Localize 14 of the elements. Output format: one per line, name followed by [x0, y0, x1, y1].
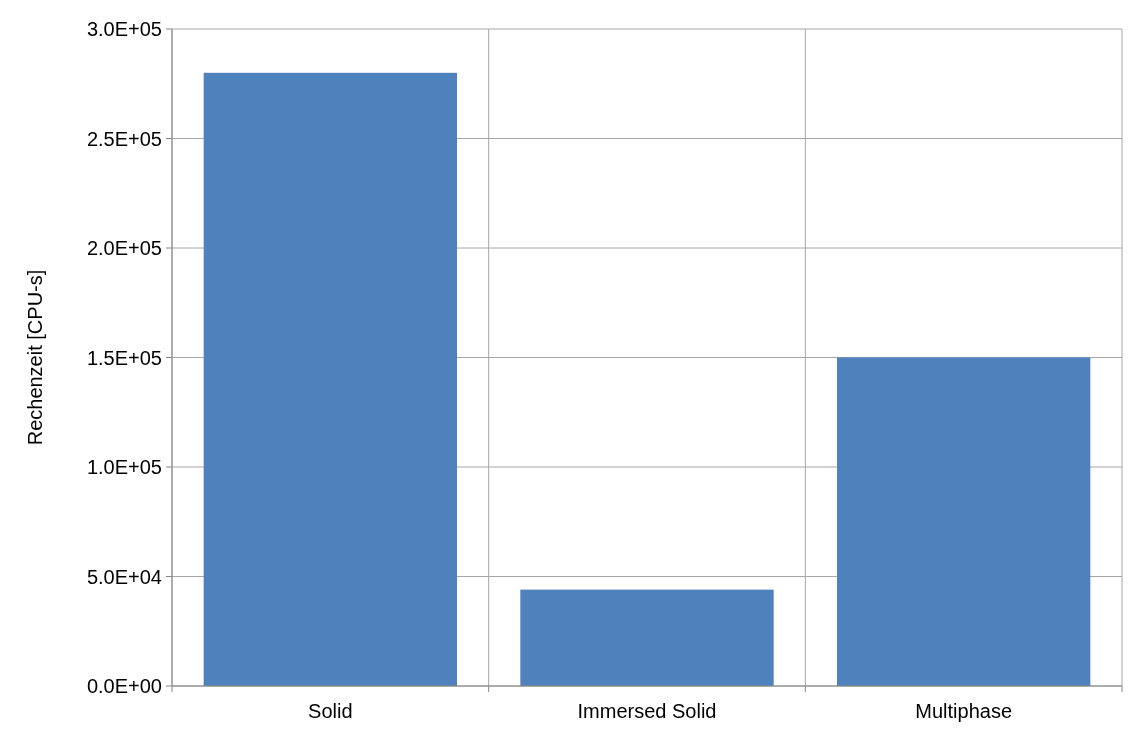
- y-tick-label: 0.0E+00: [86, 675, 162, 697]
- y-tick-label: 2.5E+05: [86, 127, 162, 150]
- bar: [203, 72, 457, 686]
- y-tick-label: 2.0E+05: [86, 237, 162, 259]
- y-tick-label: 5.0E+04: [86, 565, 162, 588]
- x-tick-label: Immersed Solid: [577, 700, 717, 722]
- bar: [837, 357, 1091, 686]
- x-tick-label: Multiphase: [915, 700, 1013, 722]
- bar: [520, 589, 774, 686]
- y-tick-label: 1.0E+05: [86, 456, 162, 478]
- y-tick-label: 1.5E+05: [86, 346, 162, 369]
- y-axis-title: Rechenzeit [CPU-s]: [24, 269, 46, 446]
- y-tick-label: 3.0E+05: [86, 18, 162, 40]
- x-tick-label: Solid: [308, 700, 353, 722]
